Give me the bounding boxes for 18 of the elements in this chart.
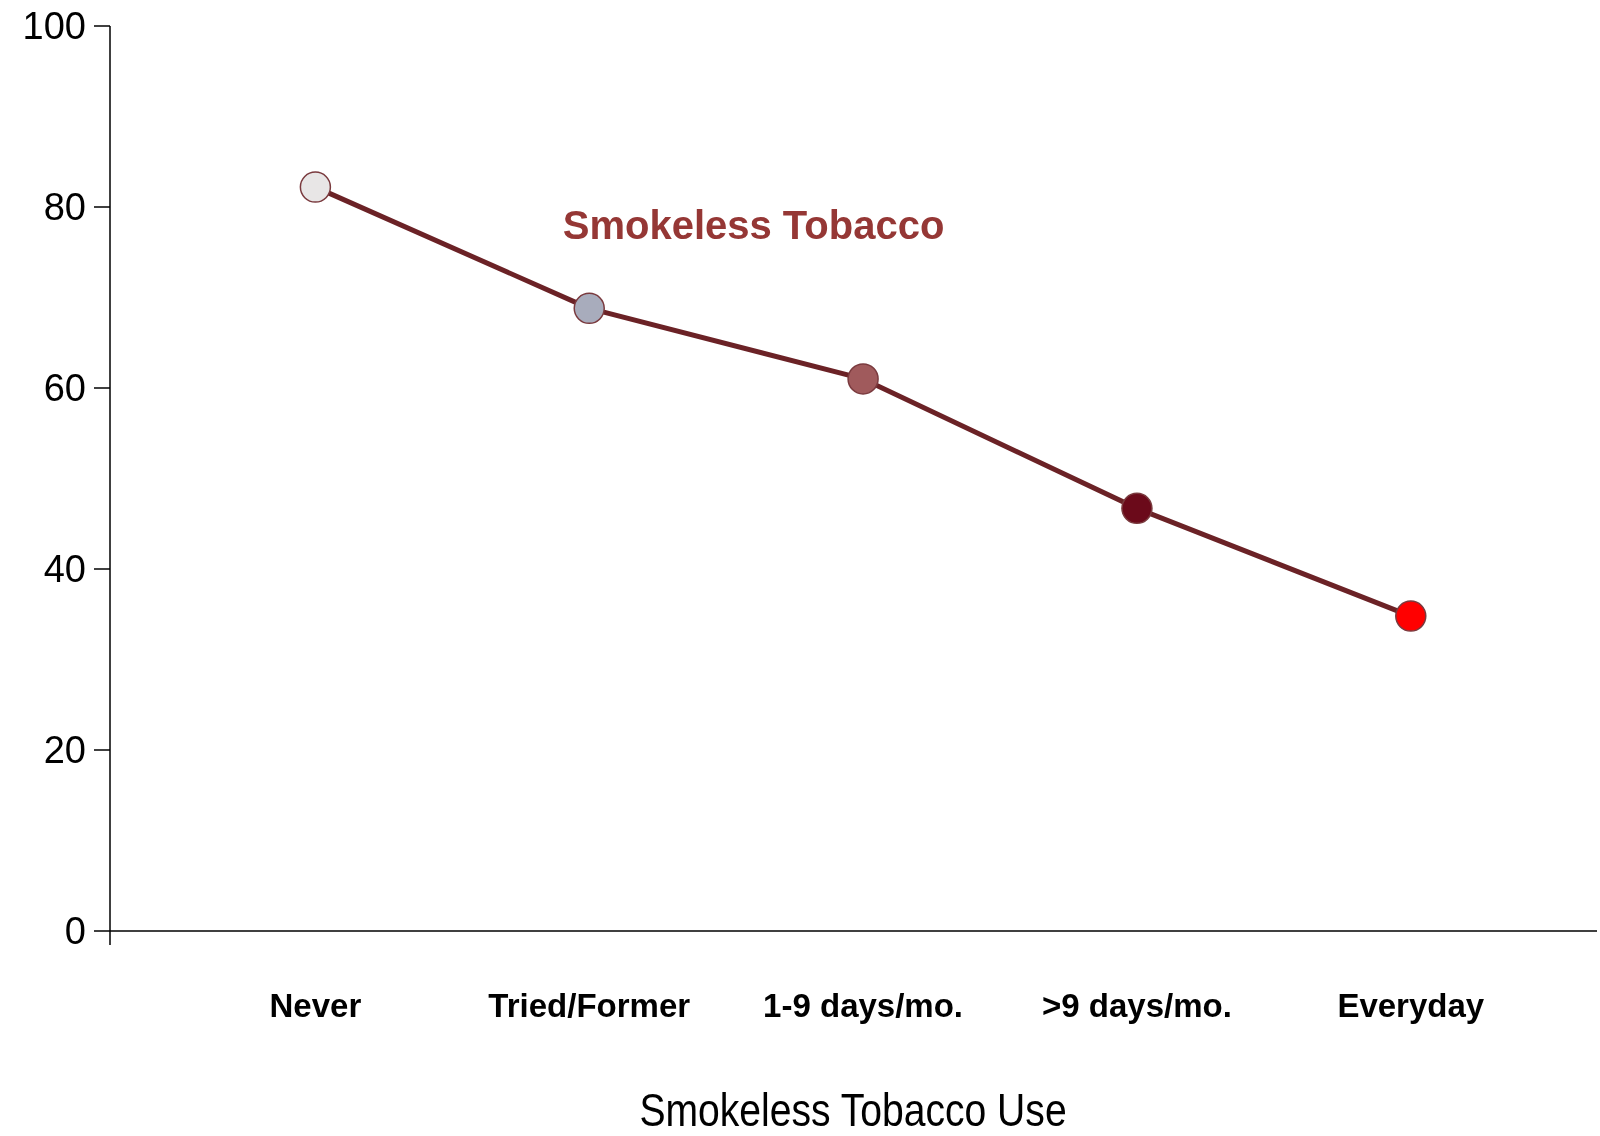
point (573, 292, 605, 325)
y-tick-label: 80 (43, 186, 86, 229)
x-tick-label: Never (269, 987, 362, 1024)
y-tick-label: 100 (22, 5, 86, 48)
y-tick-label: 20 (43, 729, 86, 772)
point (847, 363, 879, 395)
point (1395, 600, 1427, 632)
x-tick-label: >9 days/mo. (1042, 987, 1232, 1024)
y-tick-label: 0 (64, 910, 86, 953)
x-tick-label: Tried/Former (488, 987, 691, 1024)
x-tick-label: Everyday (1337, 987, 1485, 1024)
y-tick-label: 40 (43, 548, 86, 591)
x-tick-label: 1-9 days/mo. (763, 987, 964, 1024)
point (1121, 492, 1153, 525)
series-label: Smokeless Tobacco (562, 203, 945, 248)
point (299, 171, 332, 203)
x-axis-title: Smokeless Tobacco Use (639, 1083, 1067, 1136)
y-tick-label: 60 (43, 367, 86, 410)
